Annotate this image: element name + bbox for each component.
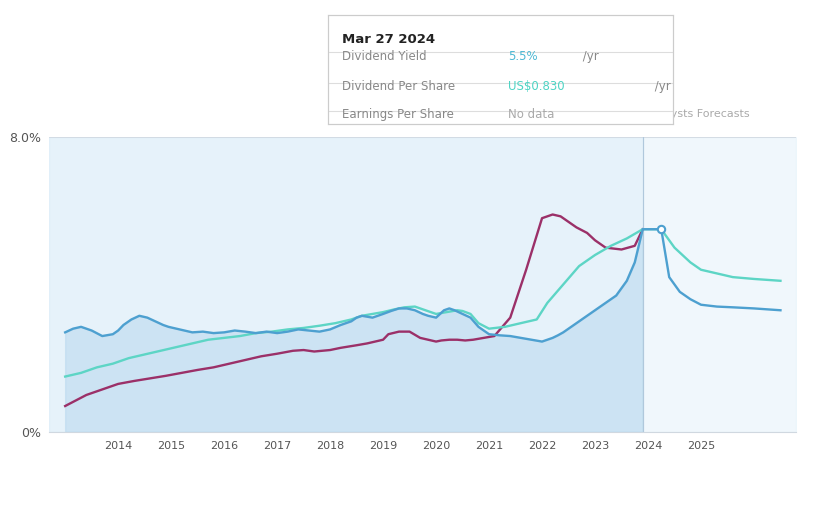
Text: 5.5%: 5.5% <box>507 50 537 63</box>
Text: Dividend Yield: Dividend Yield <box>342 50 427 63</box>
Text: Dividend Per Share: Dividend Per Share <box>342 80 456 93</box>
Text: No data: No data <box>507 108 554 121</box>
Text: Analysts Forecasts: Analysts Forecasts <box>646 110 750 119</box>
Text: Earnings Per Share: Earnings Per Share <box>342 108 454 121</box>
Text: Past: Past <box>616 110 639 119</box>
Text: Mar 27 2024: Mar 27 2024 <box>342 33 435 46</box>
Text: US$0.830: US$0.830 <box>507 80 564 93</box>
Text: /yr: /yr <box>580 50 599 63</box>
Point <box>654 225 667 233</box>
Text: /yr: /yr <box>651 80 671 93</box>
